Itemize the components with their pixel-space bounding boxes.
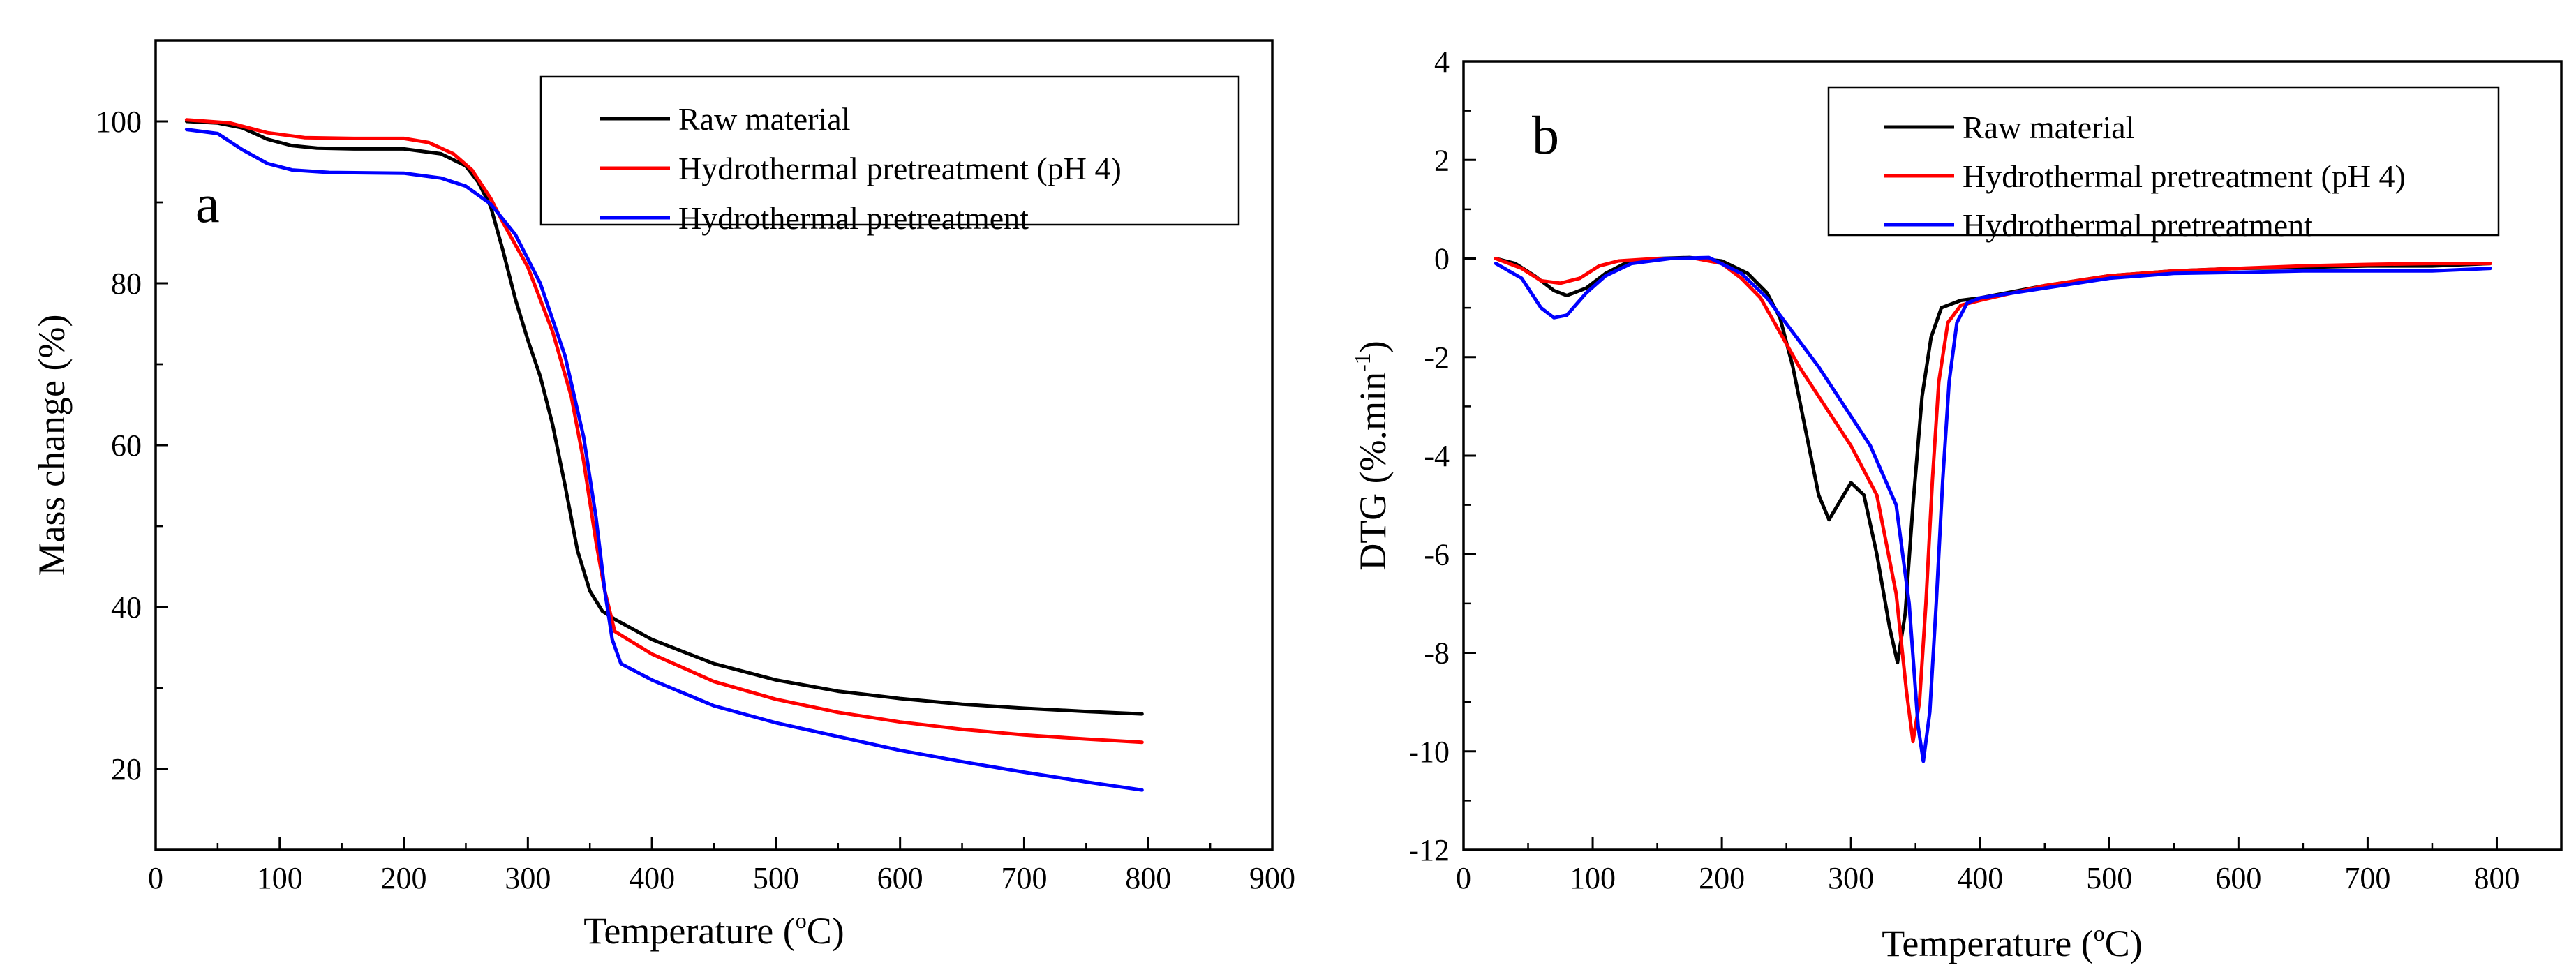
y-tick-label: 80 bbox=[111, 267, 142, 301]
panel-a-series bbox=[184, 118, 1144, 792]
panel-a-legend-box bbox=[539, 75, 1240, 226]
panel-b-y-axis-title-main: DTG (%.min bbox=[1352, 372, 1394, 571]
y-tick-label: 60 bbox=[111, 428, 142, 463]
panel-b-legend-label-ph4: Hydrothermal pretreatment (pH 4) bbox=[1963, 158, 2406, 194]
series-line-raw-material bbox=[184, 119, 1144, 716]
x-tick-label: 900 bbox=[1249, 861, 1295, 895]
y-tick-label: -12 bbox=[1408, 833, 1450, 867]
series-line-hydrothermal-ph4 bbox=[184, 118, 1144, 745]
x-tick-label: 200 bbox=[1699, 861, 1745, 895]
panel-a-legend: Raw material Hydrothermal pretreatment (… bbox=[539, 75, 1240, 236]
panel-b-y-axis-title-sup: -1 bbox=[1350, 353, 1375, 372]
x-tick-label: 300 bbox=[505, 861, 551, 895]
y-tick-label: -6 bbox=[1424, 537, 1450, 571]
panel-b-letter: b bbox=[1532, 105, 1559, 165]
y-tick-label: 100 bbox=[96, 105, 142, 139]
panel-b-legend-label-hydro: Hydrothermal pretreatment bbox=[1963, 207, 2313, 243]
panel-b-y-axis-title-end: ) bbox=[1352, 341, 1394, 353]
y-tick-label: -8 bbox=[1424, 636, 1450, 671]
y-tick-label: 40 bbox=[111, 590, 142, 625]
x-tick-label: 300 bbox=[1828, 861, 1874, 895]
panel-a-x-axis-title-main: Temperature ( bbox=[583, 910, 796, 952]
panel-b-y-axis-title: DTG (%.min-1) bbox=[1350, 341, 1394, 571]
panel-a-legend-label-raw: Raw material bbox=[678, 101, 851, 137]
panel-b-x-ticks: 0 100 200 300 400 500 600 700 800 bbox=[1456, 837, 2519, 895]
y-tick-label: 4 bbox=[1434, 45, 1450, 79]
x-tick-label: 0 bbox=[148, 861, 163, 895]
panel-b-x-axis-title-main: Temperature ( bbox=[1882, 922, 2094, 964]
x-tick-label: 500 bbox=[2086, 861, 2132, 895]
series-line-raw-material bbox=[1494, 255, 2492, 665]
panel-a-legend-label-hydro: Hydrothermal pretreatment bbox=[678, 200, 1029, 236]
x-tick-label: 0 bbox=[1456, 861, 1471, 895]
y-tick-label: -2 bbox=[1424, 341, 1450, 375]
panel-a-x-axis-title-sup: o bbox=[796, 908, 807, 933]
x-tick-label: 800 bbox=[2473, 861, 2519, 895]
x-tick-label: 400 bbox=[629, 861, 675, 895]
panel-a-x-axis-title: Temperature (oC) bbox=[583, 908, 844, 952]
panel-b-x-axis-title-sup: o bbox=[2094, 920, 2105, 945]
y-tick-label: 2 bbox=[1434, 143, 1450, 177]
y-tick-label: 20 bbox=[111, 752, 142, 786]
panel-b-legend-box bbox=[1827, 86, 2500, 237]
y-tick-label: 0 bbox=[1434, 242, 1450, 276]
x-tick-label: 700 bbox=[1001, 861, 1047, 895]
panel-b-legend: Raw material Hydrothermal pretreatment (… bbox=[1827, 86, 2500, 243]
panel-a-y-axis-title: Mass change (%) bbox=[31, 315, 73, 576]
panel-a-y-ticks: 20 40 60 80 100 bbox=[96, 39, 168, 851]
panel-a-x-ticks: 0 100 200 300 400 500 600 700 800 900 bbox=[148, 837, 1295, 895]
x-tick-label: 800 bbox=[1125, 861, 1171, 895]
x-tick-label: 200 bbox=[381, 861, 427, 895]
panel-a-mass-change: 0 100 200 300 400 500 600 700 800 900 20 40 60 80 100… bbox=[31, 39, 1295, 952]
panel-b-dtg: 0 100 200 300 400 500 600 700 800 -12-10-8-6-4-2… bbox=[1350, 45, 2563, 964]
panel-b-x-axis-title: Temperature (oC) bbox=[1882, 920, 2143, 964]
panel-a-letter: a bbox=[195, 173, 220, 234]
series-line-hydrothermal bbox=[1494, 255, 2492, 763]
panel-b-y-ticks: -12 -10 -8 -6 -4 -2 0 2 4 bbox=[1408, 45, 1476, 867]
series-line-hydrothermal bbox=[184, 128, 1144, 792]
y-tick-label: -4 bbox=[1424, 439, 1450, 473]
x-tick-label: 400 bbox=[1957, 861, 2003, 895]
panel-b-x-axis-title-end: C) bbox=[2105, 922, 2143, 964]
panel-b-series bbox=[1494, 255, 2492, 763]
panel-a-legend-label-ph4: Hydrothermal pretreatment (pH 4) bbox=[678, 151, 1122, 186]
x-tick-label: 700 bbox=[2344, 861, 2390, 895]
series-line-hydrothermal-ph4 bbox=[1494, 257, 2492, 744]
x-tick-label: 600 bbox=[2215, 861, 2261, 895]
panel-a-x-axis-title-end: C) bbox=[807, 910, 844, 952]
y-tick-label: -10 bbox=[1408, 735, 1450, 769]
x-tick-label: 500 bbox=[753, 861, 799, 895]
x-tick-label: 100 bbox=[257, 861, 303, 895]
x-tick-label: 100 bbox=[1570, 861, 1616, 895]
panel-b-legend-label-raw: Raw material bbox=[1963, 110, 2135, 145]
x-tick-label: 600 bbox=[877, 861, 923, 895]
